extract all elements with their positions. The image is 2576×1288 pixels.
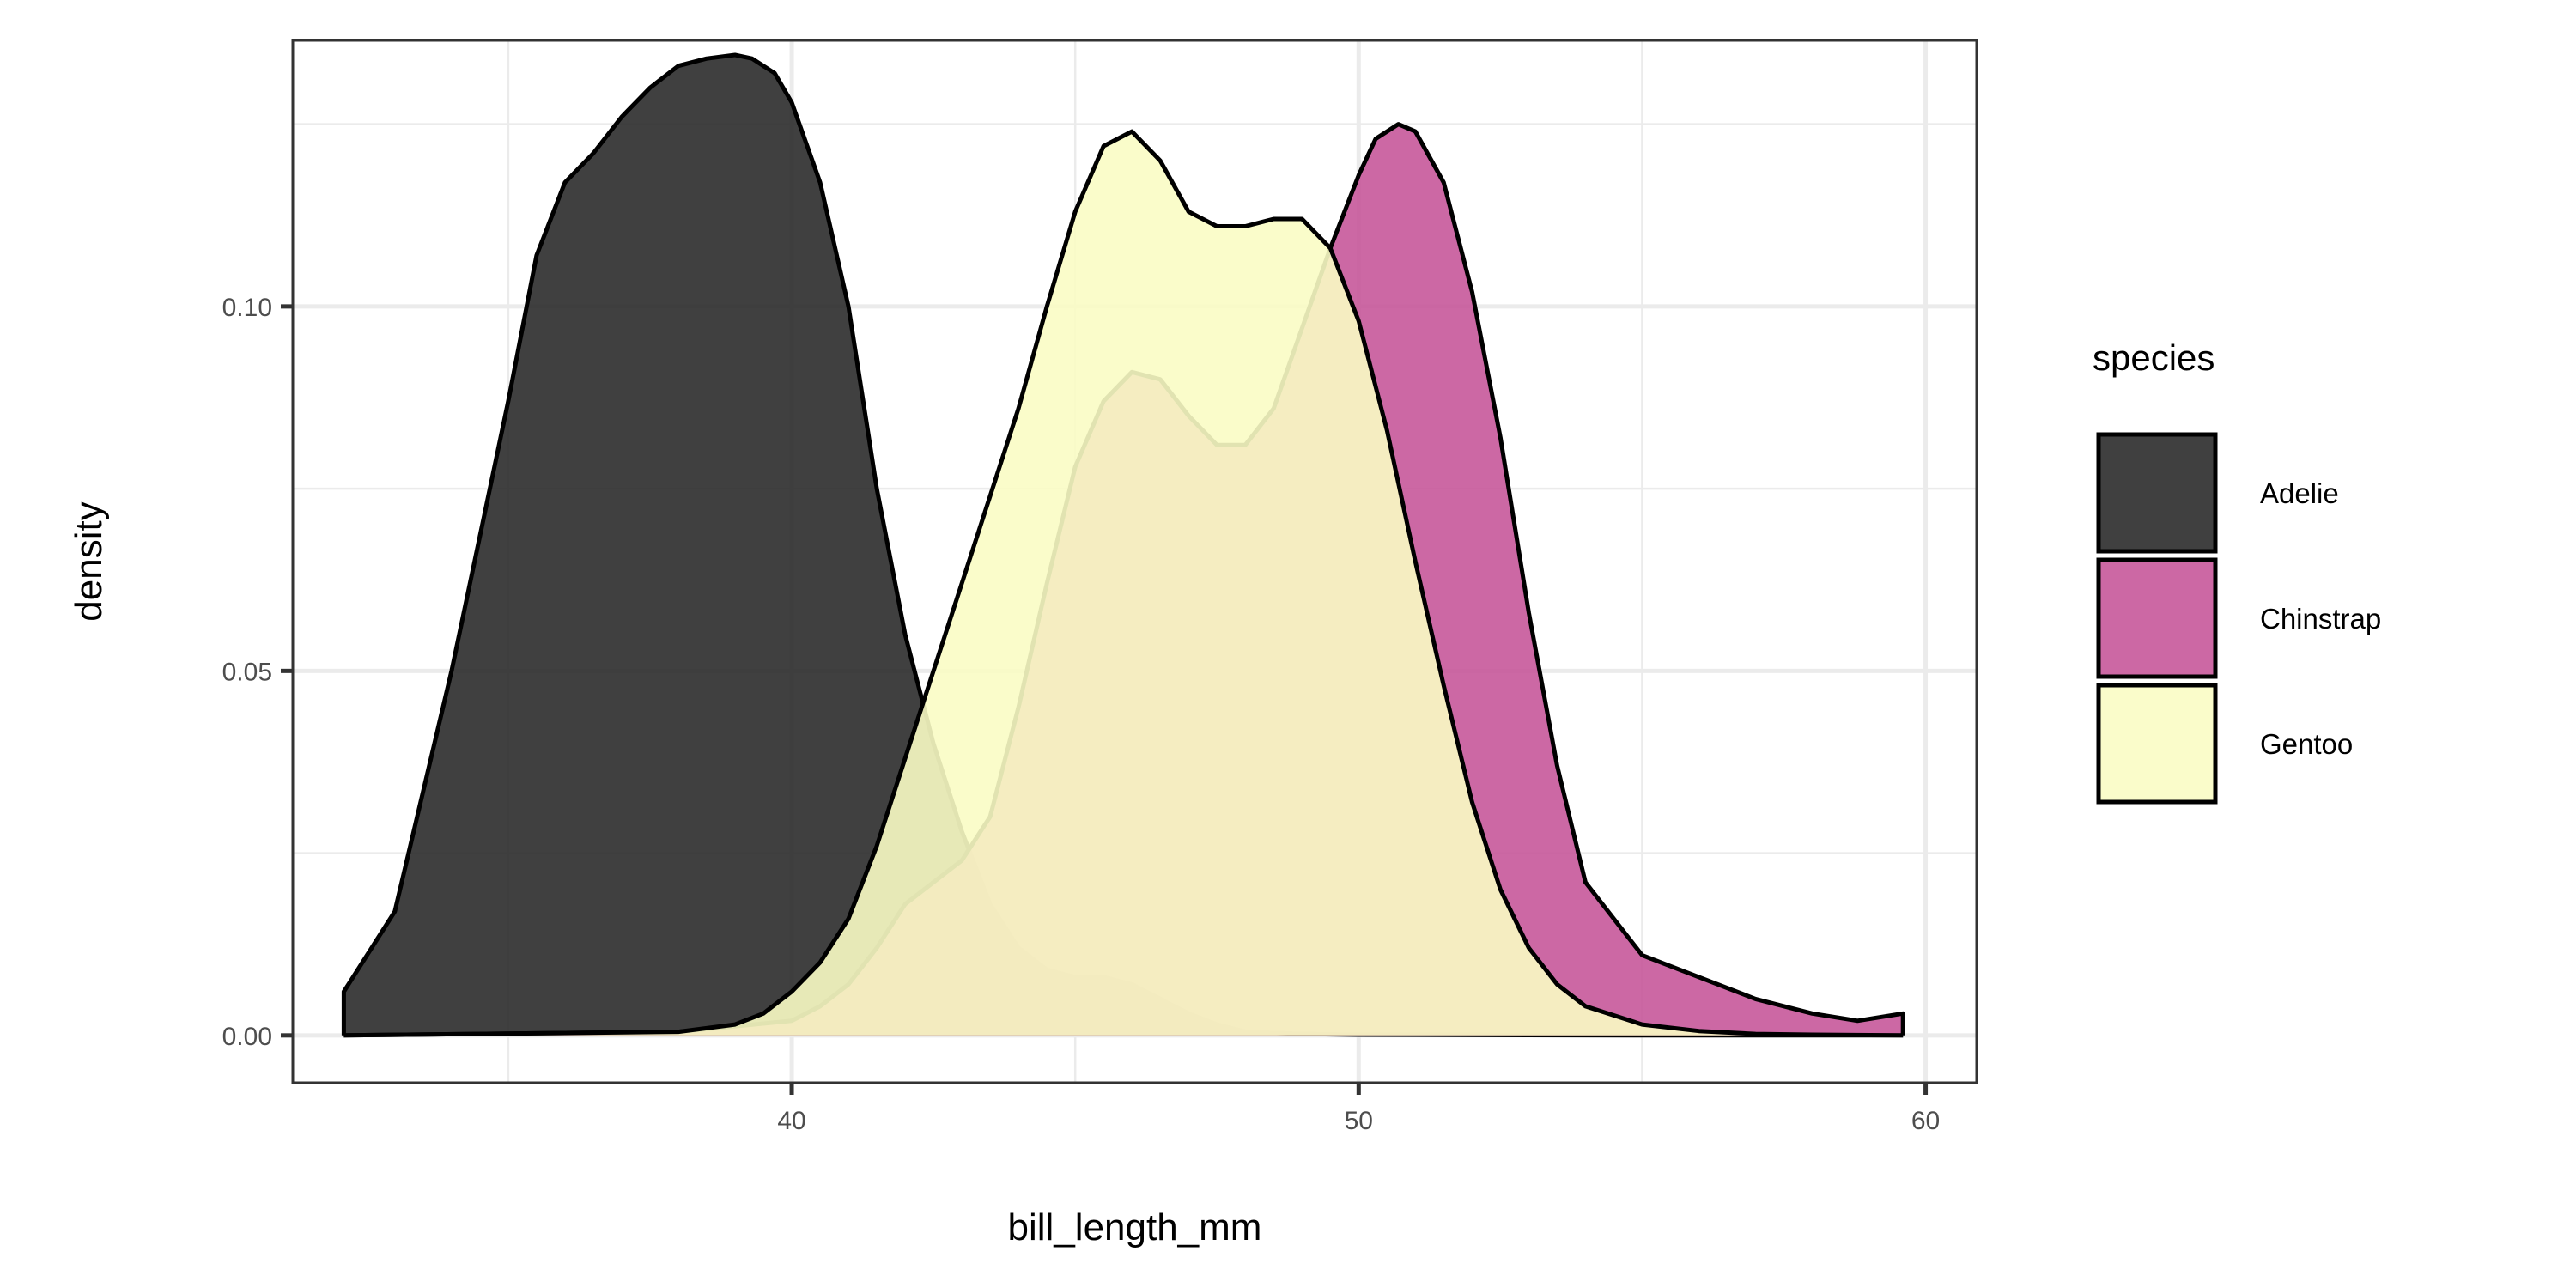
legend-title: species bbox=[2093, 337, 2215, 378]
y-tick-label: 0.00 bbox=[222, 1023, 272, 1051]
x-axis-title: bill_length_mm bbox=[1008, 1206, 1262, 1249]
legend-key-adelie bbox=[2096, 432, 2218, 554]
x-tick-label: 50 bbox=[1345, 1107, 1373, 1135]
legend-key-gentoo bbox=[2096, 683, 2218, 805]
density-outline-gentoo bbox=[343, 129, 1904, 1038]
legend-label-chinstrap: Chinstrap bbox=[2260, 603, 2381, 635]
panel-border bbox=[291, 39, 1978, 1084]
legend: species Adelie Chinstrap Gentoo bbox=[2093, 337, 2381, 805]
density-area-adelie bbox=[343, 55, 1904, 1036]
density-area-gentoo bbox=[343, 131, 1904, 1036]
x-tick-label: 60 bbox=[1911, 1107, 1940, 1135]
legend-label-adelie: Adelie bbox=[2260, 477, 2339, 509]
y-tick-label: 0.10 bbox=[222, 294, 272, 322]
legend-key-chinstrap bbox=[2096, 557, 2218, 679]
x-tick-label: 40 bbox=[777, 1107, 805, 1135]
y-axis-title: density bbox=[68, 501, 110, 621]
y-axis: 0.00 0.05 0.10 bbox=[222, 294, 293, 1051]
x-axis: 40 50 60 bbox=[777, 1083, 1940, 1135]
y-tick-label: 0.05 bbox=[222, 658, 272, 686]
plot-panel bbox=[291, 39, 1978, 1084]
legend-label-gentoo: Gentoo bbox=[2260, 728, 2353, 760]
